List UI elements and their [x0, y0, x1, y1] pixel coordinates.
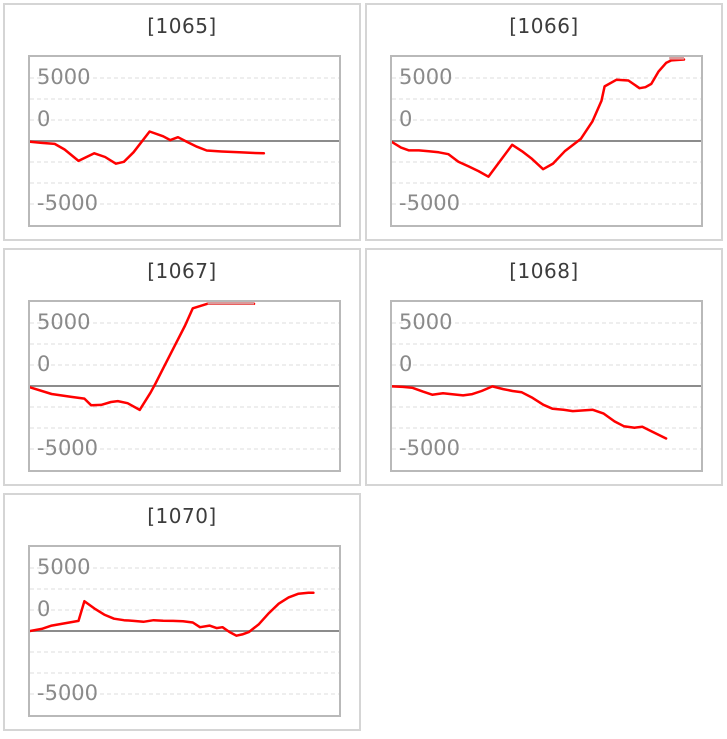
- y-axis-label: 0: [37, 107, 51, 132]
- y-axis-label: 0: [399, 352, 413, 377]
- plot-canvas: [30, 77, 339, 205]
- series-line: [392, 385, 668, 440]
- y-axis-label: 5000: [399, 310, 453, 335]
- plot-canvas: [392, 322, 701, 450]
- y-axis-label: -5000: [37, 436, 99, 461]
- y-axis-label: -5000: [37, 681, 99, 706]
- chart-title: [1068]: [509, 259, 579, 283]
- series-line: [30, 130, 266, 165]
- chart-card: [1070] 5000 0 -5000: [3, 493, 361, 731]
- chart-card: [1065] 5000 0 -5000: [3, 3, 361, 241]
- y-axis-label: 0: [399, 107, 413, 132]
- plot-area: 5000 0 -5000: [390, 55, 703, 227]
- chart-card: [1068] 5000 0 -5000: [365, 248, 723, 486]
- chart-card: [1066] 5000 0 -5000: [365, 3, 723, 241]
- y-axis-label: 5000: [37, 555, 91, 580]
- chart-title: [1066]: [509, 14, 579, 38]
- plot-area: 5000 0 -5000: [390, 300, 703, 472]
- y-axis-label: 0: [37, 597, 51, 622]
- y-axis-label: 0: [37, 352, 51, 377]
- y-axis-label: 5000: [37, 65, 91, 90]
- chart-title: [1067]: [147, 259, 217, 283]
- series-line: [30, 302, 256, 412]
- plot-canvas: [30, 567, 339, 695]
- y-axis-label: -5000: [399, 436, 461, 461]
- y-axis-label: 5000: [399, 65, 453, 90]
- plot-area: 5000 0 -5000: [28, 55, 341, 227]
- series-line: [392, 58, 686, 178]
- chart-card: [1067] 5000 0 -5000: [3, 248, 361, 486]
- chart-title: [1070]: [147, 504, 217, 528]
- y-axis-label: 5000: [37, 310, 91, 335]
- plot-canvas: [30, 302, 339, 450]
- y-axis-label: -5000: [37, 191, 99, 216]
- y-axis-label: -5000: [399, 191, 461, 216]
- chart-title: [1065]: [147, 14, 217, 38]
- plot-area: 5000 0 -5000: [28, 300, 341, 472]
- plot-canvas: [392, 57, 701, 205]
- series-line: [30, 591, 315, 637]
- plot-area: 5000 0 -5000: [28, 545, 341, 717]
